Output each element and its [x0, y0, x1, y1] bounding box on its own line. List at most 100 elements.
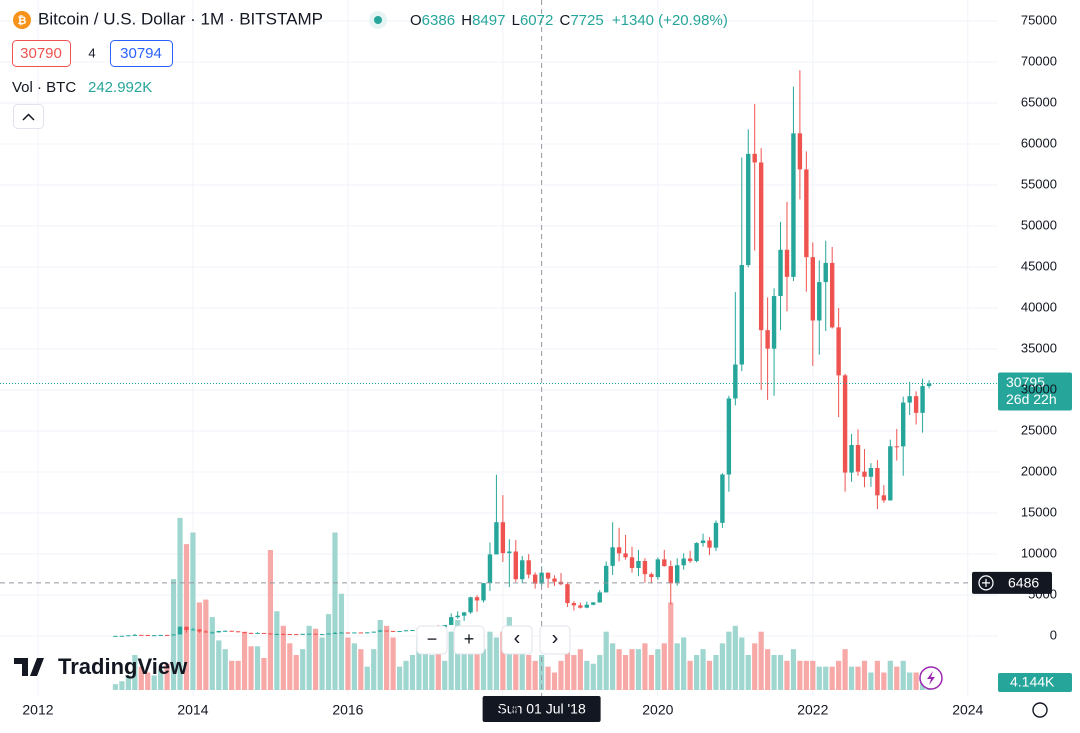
candle-body — [603, 565, 609, 593]
volume-bar — [564, 631, 571, 690]
candle-body — [384, 630, 389, 632]
candle-body — [371, 631, 376, 633]
x-tick-label: 2018 — [487, 702, 518, 718]
symbol-title[interactable]: Bitcoin / U.S. Dollar · 1M · BITSTAMP — [38, 9, 323, 28]
y-tick-label: 40000 — [1021, 299, 1057, 314]
settings-icon[interactable] — [1032, 702, 1048, 718]
y-tick-label: 25000 — [1021, 422, 1057, 437]
volume-bar — [648, 655, 654, 690]
candle-body — [752, 153, 757, 163]
candle-body — [842, 375, 848, 473]
volume-bar — [248, 646, 254, 690]
candle-body — [145, 634, 150, 636]
volume-bar — [300, 649, 306, 690]
volume-bar — [442, 660, 448, 690]
back-button[interactable] — [501, 625, 533, 655]
logo[interactable]: TradingView — [58, 654, 188, 679]
volume-bar — [112, 684, 119, 690]
candle-body — [881, 495, 887, 501]
status-dot — [374, 16, 382, 24]
candle-body — [468, 597, 473, 613]
zoom-in: + — [464, 629, 475, 649]
candle-body — [707, 540, 712, 548]
candle-body — [597, 592, 602, 603]
volume-bar — [745, 655, 751, 690]
volume-bar — [493, 637, 500, 690]
candle-body — [532, 574, 538, 584]
volume-bar — [881, 672, 887, 690]
zoom-in-button[interactable] — [453, 625, 485, 655]
candle-body — [261, 632, 267, 634]
x-tick-label: 2012 — [22, 702, 53, 718]
volume-bar — [752, 643, 758, 690]
forward-button[interactable] — [539, 625, 571, 655]
volume-bar — [351, 643, 357, 690]
candle-body — [578, 605, 583, 608]
volume-bar — [739, 637, 745, 690]
volume-bar — [874, 660, 880, 690]
candle-body — [274, 633, 280, 635]
candle-body — [901, 402, 906, 447]
candle-body — [197, 629, 202, 632]
volume-bar — [719, 643, 726, 690]
candle-body — [662, 559, 667, 567]
back: ‹ — [514, 627, 521, 649]
candle-body — [319, 634, 325, 636]
candle-body — [907, 396, 912, 403]
candle-body — [681, 558, 686, 566]
y-tick-label: 70000 — [1021, 53, 1057, 68]
ohlc-key: L — [512, 12, 520, 29]
y-tick-label: 75000 — [1021, 12, 1057, 27]
volume-bar — [758, 631, 764, 690]
candle-body — [216, 630, 221, 633]
candle-body — [739, 265, 744, 365]
volume-bar — [455, 620, 461, 690]
volume-bar — [280, 625, 286, 690]
volume-value: 242.992K — [88, 79, 152, 96]
volume-bar — [900, 660, 906, 690]
candle-body — [449, 617, 454, 625]
candle-body — [151, 635, 157, 637]
volume-bar — [635, 649, 642, 690]
candle-body — [210, 632, 215, 634]
candle-body — [713, 522, 719, 548]
candle-body — [223, 630, 228, 632]
candle-body — [894, 446, 899, 448]
candle-body — [642, 561, 648, 575]
collapse-button[interactable] — [13, 104, 44, 129]
volume-bar — [681, 637, 687, 690]
candle-body — [926, 383, 932, 387]
volume-bar — [584, 660, 590, 690]
volume-bar — [313, 628, 319, 690]
candle-body — [126, 635, 131, 637]
volume-bar — [409, 655, 416, 690]
candle-body — [268, 633, 273, 635]
candle-body — [500, 522, 506, 554]
candle-body — [132, 634, 138, 636]
crosshair-date: Sun 01 Jul '18 — [497, 701, 586, 717]
candle-body — [507, 551, 512, 554]
volume-bar — [726, 631, 732, 690]
candle-body — [365, 632, 370, 634]
volume-bar — [422, 631, 428, 690]
volume-bar — [364, 666, 370, 690]
candle-body — [300, 633, 305, 635]
bid-box[interactable] — [12, 40, 71, 67]
candle-body — [281, 633, 286, 635]
collapse-icon — [22, 113, 35, 121]
candle-body — [177, 626, 183, 635]
volume-bar — [319, 637, 325, 690]
candle-body — [836, 327, 841, 376]
ask-box[interactable] — [110, 40, 173, 67]
zoom-out-button[interactable] — [416, 625, 448, 655]
candle-body — [616, 547, 622, 554]
candle-body — [184, 626, 189, 631]
candle-body — [203, 631, 209, 633]
candle-body — [171, 634, 176, 636]
volume-bar — [177, 517, 183, 690]
volume-bar — [306, 625, 312, 690]
volume-bar — [138, 666, 144, 690]
